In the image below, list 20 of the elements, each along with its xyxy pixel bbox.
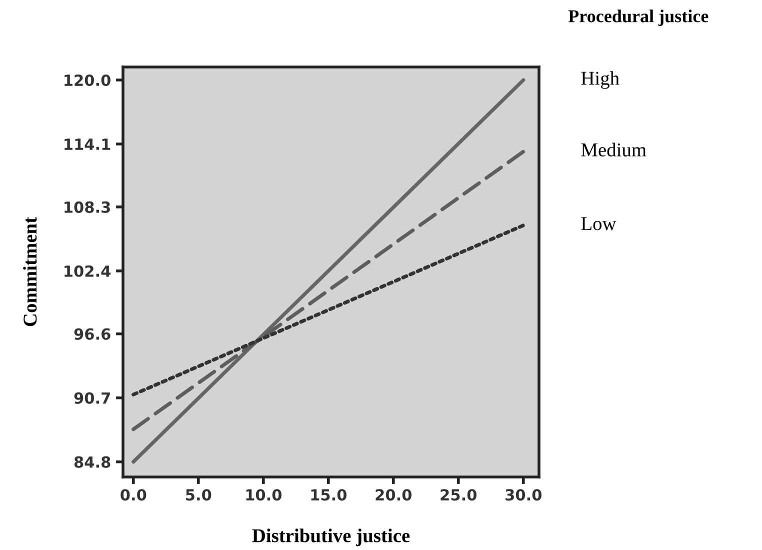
x-tick-label: 10.0 <box>246 489 282 501</box>
x-tick-label: 30.0 <box>506 489 542 501</box>
y-tick-label: 114.1 <box>64 138 110 150</box>
legend-title: Procedural justice <box>568 10 708 26</box>
y-axis-title: Commitment <box>23 217 37 326</box>
y-tick-label: 84.8 <box>74 456 110 468</box>
y-tick-label: 96.6 <box>74 328 110 340</box>
text: Low <box>581 217 616 230</box>
x-tick-label: 5.0 <box>186 489 212 501</box>
x-tick-label: 15.0 <box>311 489 347 501</box>
x-tick-label: 25.0 <box>440 489 477 501</box>
x-tick-label: 20.0 <box>376 489 412 501</box>
text: Medium <box>581 142 646 156</box>
y-tick-label: 90.7 <box>74 392 110 404</box>
y-tick-label: 102.4 <box>64 265 110 277</box>
x-axis-title: Distributive justice <box>252 528 410 546</box>
y-tick-label: 120.0 <box>64 74 110 86</box>
x-tick-label: 0.0 <box>120 489 146 501</box>
y-tick-label: 108.3 <box>64 201 110 213</box>
text: High <box>581 71 620 89</box>
